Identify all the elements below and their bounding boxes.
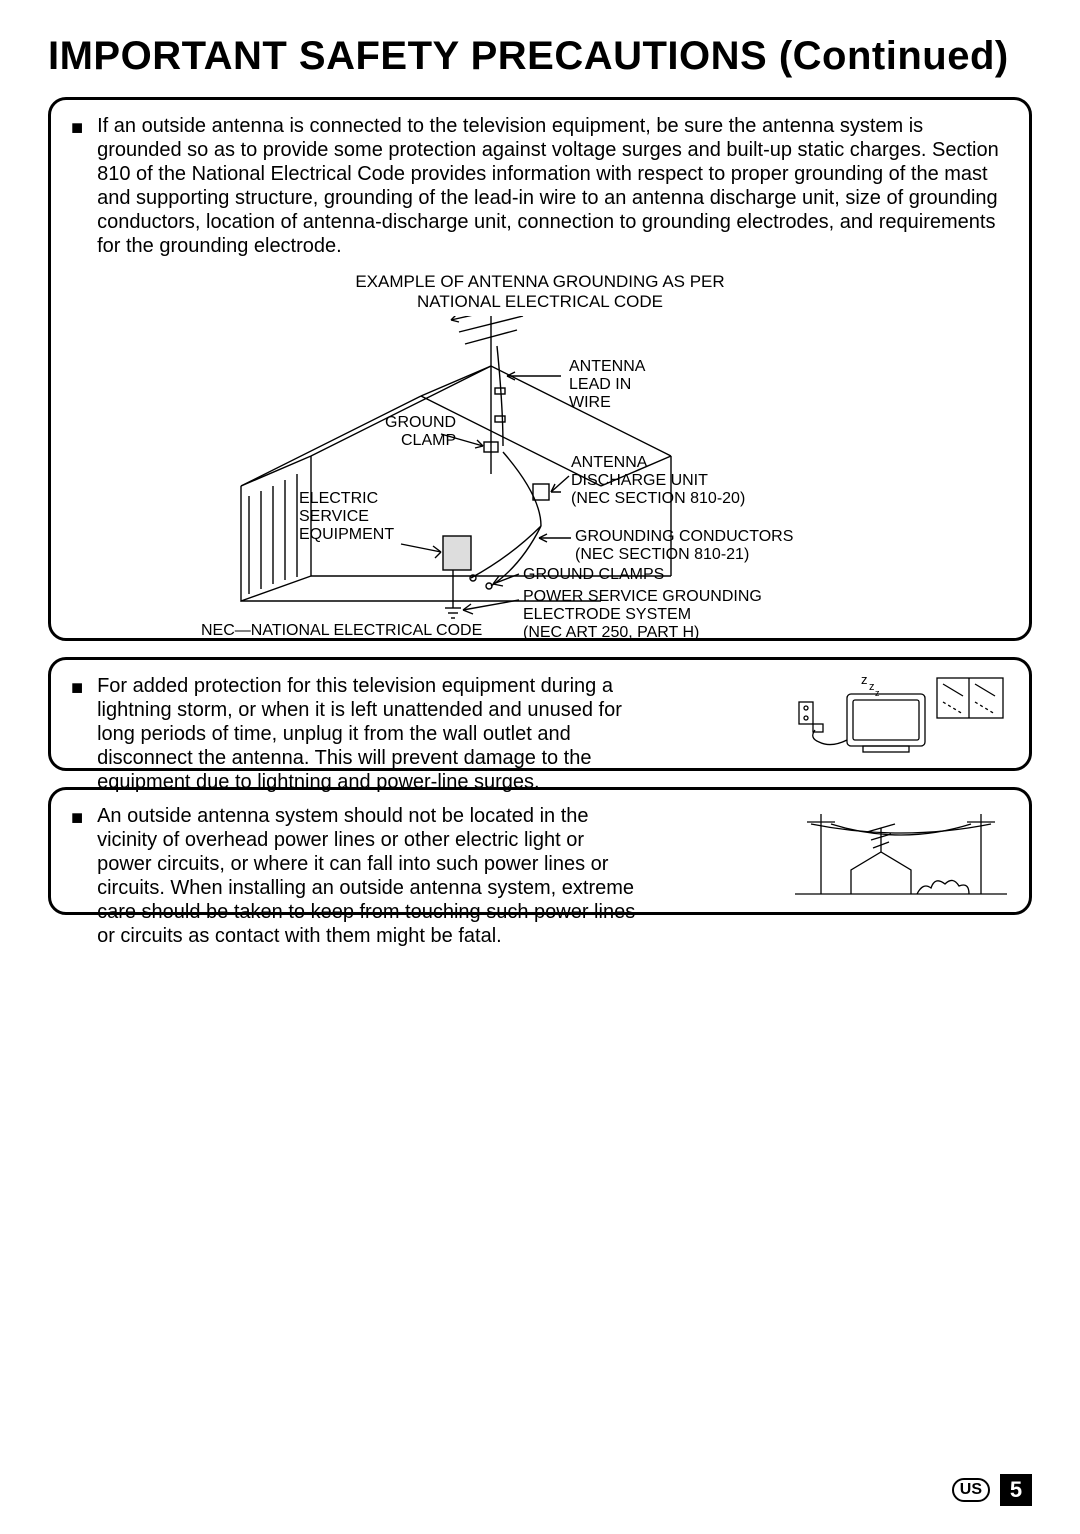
label-ground-clamp: GROUND CLAMP	[385, 414, 456, 450]
label-ground-clamps: GROUND CLAMPS	[523, 566, 664, 584]
page-footer: US 5	[952, 1474, 1032, 1506]
powerlines-paragraph: An outside antenna system should not be …	[97, 804, 637, 948]
txt: LEAD IN	[569, 376, 631, 393]
txt: (NEC SECTION 810-20)	[571, 490, 745, 507]
txt: POWER SERVICE GROUNDING	[523, 588, 762, 605]
txt: WIRE	[569, 394, 611, 411]
antenna-powerlines-illustration	[791, 802, 1011, 907]
caption-line2: NATIONAL ELECTRICAL CODE	[417, 292, 663, 311]
label-discharge-unit: ANTENNA DISCHARGE UNIT (NEC SECTION 810-…	[571, 454, 745, 508]
txt: ANTENNA	[571, 454, 647, 471]
bullet-icon: ■	[71, 116, 83, 140]
txt: DISCHARGE UNIT	[571, 472, 708, 489]
txt: GROUNDING CONDUCTORS	[575, 528, 793, 545]
txt: ANTENNA	[569, 358, 645, 375]
lightning-paragraph: For added protection for this television…	[97, 674, 637, 794]
svg-text:z: z	[869, 681, 875, 693]
label-power-service: POWER SERVICE GROUNDING ELECTRODE SYSTEM…	[523, 588, 762, 642]
txt: CLAMP	[401, 432, 456, 449]
txt: EQUIPMENT	[299, 526, 394, 543]
txt: SERVICE	[299, 508, 369, 525]
antenna-grounding-diagram: GROUND CLAMP ANTENNA LEAD IN WIRE ELECTR…	[71, 316, 1009, 676]
safety-box-powerlines: ■ An outside antenna system should not b…	[48, 787, 1032, 915]
label-grounding-conductors: GROUNDING CONDUCTORS (NEC SECTION 810-21…	[575, 528, 793, 564]
txt: GROUND	[385, 414, 456, 431]
caption-line1: EXAMPLE OF ANTENNA GROUNDING AS PER	[355, 272, 724, 291]
svg-text:z: z	[861, 672, 868, 687]
txt: ELECTRIC	[299, 490, 378, 507]
txt: ELECTRODE SYSTEM	[523, 606, 691, 623]
page-number: 5	[1000, 1474, 1032, 1506]
safety-box-grounding: ■ If an outside antenna is connected to …	[48, 97, 1032, 641]
label-antenna-lead: ANTENNA LEAD IN WIRE	[569, 358, 645, 412]
safety-box-lightning: ■ For added protection for this televisi…	[48, 657, 1032, 771]
label-nec-note: NEC—NATIONAL ELECTRICAL CODE	[201, 622, 482, 640]
page-title: IMPORTANT SAFETY PRECAUTIONS (Continued)	[48, 34, 1032, 79]
grounding-paragraph: If an outside antenna is connected to th…	[97, 114, 1009, 258]
diagram-caption: EXAMPLE OF ANTENNA GROUNDING AS PER NATI…	[71, 272, 1009, 312]
region-badge: US	[952, 1478, 990, 1502]
tv-unplugged-illustration: z z z	[791, 672, 1011, 765]
txt: (NEC ART 250, PART H)	[523, 624, 699, 641]
txt: (NEC SECTION 810-21)	[575, 546, 749, 563]
label-electric-service: ELECTRIC SERVICE EQUIPMENT	[299, 490, 394, 544]
bullet-icon: ■	[71, 806, 83, 830]
svg-text:z: z	[875, 688, 880, 698]
bullet-icon: ■	[71, 676, 83, 700]
